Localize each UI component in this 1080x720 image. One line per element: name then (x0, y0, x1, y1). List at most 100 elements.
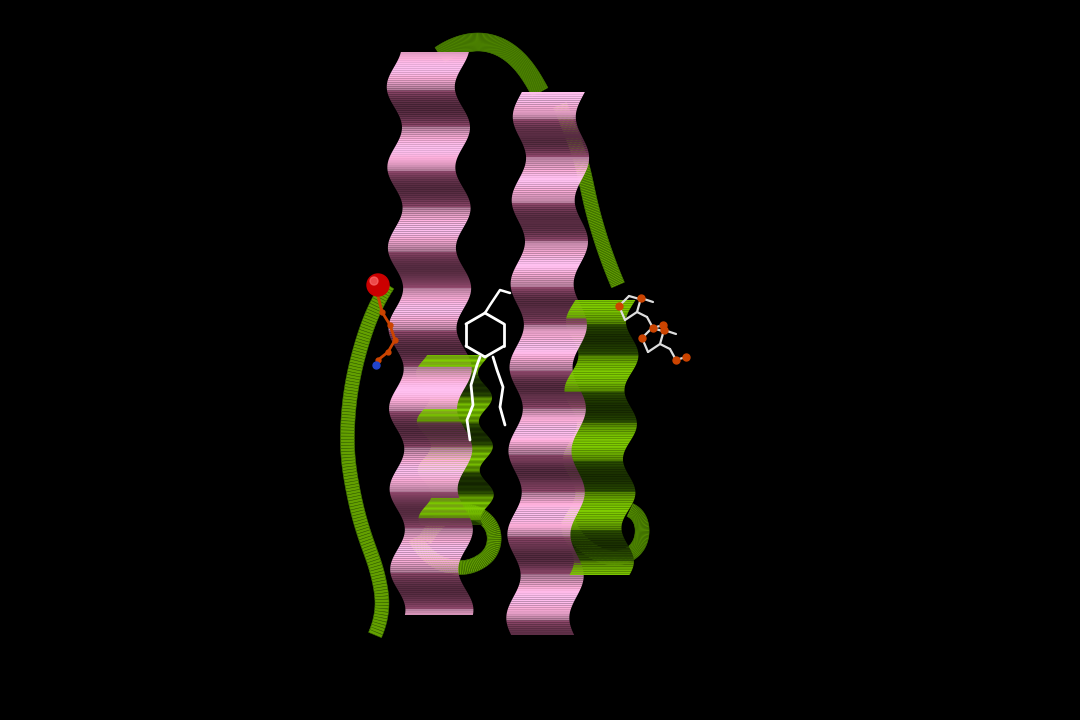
Polygon shape (394, 64, 463, 66)
Polygon shape (608, 275, 622, 282)
Polygon shape (401, 298, 469, 300)
Polygon shape (516, 302, 580, 304)
Polygon shape (508, 539, 571, 541)
Polygon shape (516, 589, 580, 591)
Polygon shape (430, 448, 492, 449)
Polygon shape (456, 560, 458, 575)
Polygon shape (515, 58, 529, 71)
Polygon shape (573, 558, 634, 559)
Polygon shape (390, 399, 459, 401)
Polygon shape (348, 365, 363, 372)
Polygon shape (513, 513, 578, 516)
Polygon shape (494, 37, 502, 55)
Polygon shape (426, 388, 488, 390)
Polygon shape (391, 418, 459, 419)
Polygon shape (396, 143, 465, 145)
Polygon shape (615, 551, 617, 565)
Polygon shape (404, 446, 472, 448)
Polygon shape (524, 327, 586, 329)
Polygon shape (570, 531, 582, 541)
Polygon shape (447, 40, 456, 57)
Polygon shape (567, 330, 629, 331)
Polygon shape (511, 461, 575, 463)
Polygon shape (571, 371, 633, 373)
Polygon shape (567, 328, 627, 330)
Polygon shape (462, 560, 465, 575)
Polygon shape (599, 251, 613, 258)
Polygon shape (511, 549, 575, 551)
Polygon shape (394, 554, 462, 557)
Polygon shape (571, 150, 585, 156)
Polygon shape (373, 294, 387, 304)
Polygon shape (513, 55, 527, 68)
Polygon shape (387, 82, 456, 84)
Polygon shape (629, 546, 638, 557)
Polygon shape (562, 528, 622, 530)
Polygon shape (368, 562, 382, 569)
Polygon shape (428, 390, 490, 392)
Polygon shape (431, 519, 442, 530)
Polygon shape (463, 560, 468, 575)
Polygon shape (481, 515, 492, 526)
Polygon shape (419, 520, 481, 521)
Polygon shape (564, 451, 625, 452)
Polygon shape (620, 550, 624, 564)
Polygon shape (395, 145, 464, 147)
Polygon shape (350, 356, 365, 363)
Polygon shape (531, 87, 548, 96)
Polygon shape (473, 33, 475, 51)
Polygon shape (510, 366, 572, 369)
Polygon shape (569, 144, 583, 150)
Polygon shape (365, 312, 379, 320)
Polygon shape (583, 199, 597, 204)
Polygon shape (419, 464, 482, 465)
Polygon shape (512, 551, 576, 553)
Polygon shape (519, 64, 535, 76)
Polygon shape (565, 515, 626, 516)
Polygon shape (388, 78, 457, 80)
Polygon shape (522, 171, 585, 174)
Polygon shape (527, 78, 543, 89)
Circle shape (370, 277, 378, 285)
Polygon shape (513, 270, 577, 272)
Polygon shape (397, 222, 467, 223)
Polygon shape (451, 38, 459, 55)
Polygon shape (492, 37, 500, 54)
Polygon shape (389, 407, 457, 409)
Polygon shape (463, 35, 469, 52)
Polygon shape (517, 426, 581, 428)
Polygon shape (458, 505, 462, 518)
Polygon shape (598, 549, 605, 562)
Polygon shape (524, 146, 588, 148)
Polygon shape (421, 532, 433, 541)
Polygon shape (356, 530, 372, 537)
Polygon shape (580, 184, 594, 188)
Polygon shape (421, 431, 484, 432)
Polygon shape (403, 536, 472, 539)
Polygon shape (512, 199, 575, 201)
Polygon shape (599, 253, 613, 259)
Polygon shape (368, 564, 383, 572)
Polygon shape (597, 247, 611, 253)
Polygon shape (631, 509, 642, 520)
Polygon shape (581, 186, 594, 191)
Polygon shape (420, 476, 483, 477)
Polygon shape (582, 541, 592, 553)
Polygon shape (352, 350, 366, 357)
Polygon shape (430, 399, 492, 400)
Polygon shape (580, 182, 594, 186)
Polygon shape (573, 499, 634, 500)
Polygon shape (393, 502, 462, 504)
Polygon shape (517, 180, 581, 182)
Polygon shape (355, 338, 369, 346)
Polygon shape (511, 375, 575, 377)
Polygon shape (403, 441, 472, 444)
Polygon shape (573, 155, 586, 161)
Polygon shape (519, 480, 583, 482)
Polygon shape (462, 35, 468, 53)
Polygon shape (405, 526, 473, 528)
Polygon shape (373, 616, 388, 622)
Polygon shape (566, 134, 580, 140)
Polygon shape (400, 54, 469, 56)
Polygon shape (364, 550, 378, 557)
